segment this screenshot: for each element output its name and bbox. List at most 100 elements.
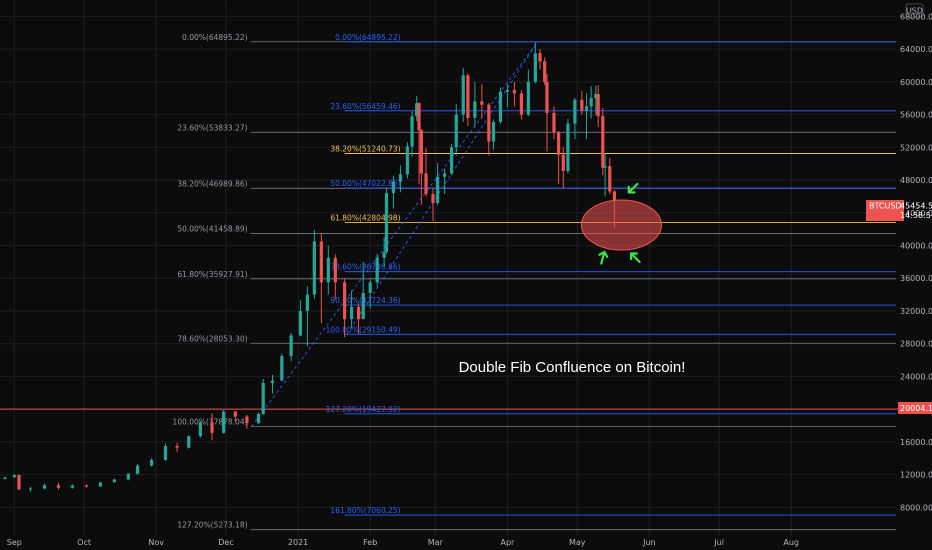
candle-body [135,465,140,474]
candle [417,102,421,185]
fib-right-level-label: 127.20%(19427.92) [326,405,401,414]
candle-body [545,81,549,113]
candle-body [480,101,484,105]
candle [56,482,61,490]
arrow-shape [598,250,609,265]
candle-body [319,241,323,283]
time-axis[interactable]: Sep Oct Nov Dec 2021 Feb Mar Apr May Jun Jul Aug [7,538,799,547]
candle-body [505,90,510,92]
candle-body [84,485,89,487]
candle [419,129,423,205]
candle [405,142,410,179]
candle [594,85,598,115]
candle-body [491,121,496,142]
y-tick-label: 64000.00 [900,45,932,54]
candle [601,108,605,176]
candle-body [312,241,316,295]
candles[interactable] [3,42,617,492]
candle-body [245,416,249,424]
candle [596,85,600,127]
candle [289,333,293,361]
candle [298,300,303,337]
candle [270,374,275,394]
y-tick-label: 40000.00 [900,241,932,250]
candle-body [443,173,447,177]
down-left-arrow [627,182,639,194]
candle-body [424,173,428,194]
fib-trend-line-right [346,41,539,335]
candle [149,458,154,467]
grid [0,0,896,536]
arrow-shape [630,252,641,264]
candle-body [305,294,309,311]
candle-body [98,482,102,487]
candle [349,290,354,328]
y-tick-label: 52000.00 [900,143,932,152]
candle-body [557,132,561,155]
candle [17,474,21,491]
fib-right-level-label: 100.00%(29150.49) [326,325,401,334]
candle [135,463,140,475]
candle-body [417,103,421,131]
candle-body [382,252,386,258]
candle-body [149,459,154,466]
candle [580,90,584,115]
candle-body [608,166,612,192]
candle-body [210,422,214,433]
y-tick-label: 12000.00 [900,471,932,480]
fib-left-level-label: 38.20%(46989.86) [177,179,247,188]
candle [361,261,365,320]
x-tick-label: Dec [218,538,233,547]
y-tick-label: 48000.00 [900,176,932,185]
candle-body [126,473,130,480]
candle-body [356,306,361,320]
candle-body [454,114,458,148]
fib-retracement-right[interactable]: 0.00%(64895.22) 23.60%(56459.46) 38.20%(51… [326,33,896,516]
candle-body [343,282,347,320]
candle [454,103,458,156]
candle [280,353,284,382]
candle-body [487,104,491,142]
candle-body [222,411,226,433]
candle [450,144,454,176]
up-left-arrow [630,252,641,264]
drawings[interactable]: Double Fib Confluence on Bitcoin! [459,181,686,376]
chart-annotation: Double Fib Confluence on Bitcoin! [459,359,686,376]
candle-body [603,166,607,168]
candle-body [198,422,202,437]
x-tick-label: Jun [642,538,656,547]
candle-body [42,485,47,489]
candle-body [112,479,116,483]
currency-badge[interactable] [905,3,924,18]
fib-retracement-left[interactable]: 0.00%(64895.22) 23.60%(53833.27) 38.20%(46… [173,33,896,531]
current-price-symbol: BTCUSD [869,202,902,211]
candle-body [461,75,465,115]
candle-body [612,191,617,201]
x-tick-label: Apr [501,538,516,547]
fib-left-level-label: 0.00%(64895.22) [182,33,248,42]
candle-body [466,75,470,118]
candle-body [187,436,191,448]
candle [382,237,386,267]
y-tick-label: 28000.00 [900,340,932,349]
x-tick-label: 2021 [288,538,308,547]
y-tick-label: 8000.00 [900,503,932,512]
candle-body [56,485,61,488]
candle [552,106,556,140]
candle [175,442,179,452]
candle [424,148,428,197]
candle-body [436,176,440,203]
candle [233,410,237,422]
candle [12,474,16,478]
candle-body [261,382,265,415]
candle-body [17,475,21,490]
candle [466,73,470,127]
candle [512,81,517,107]
fib-left-level-label: 23.60%(53833.27) [177,123,247,132]
fib-trend-line-left [251,41,539,427]
candle-body [326,257,330,283]
fib-right-level-label: 50.00%(47022.86) [330,179,400,188]
candle [557,130,561,185]
